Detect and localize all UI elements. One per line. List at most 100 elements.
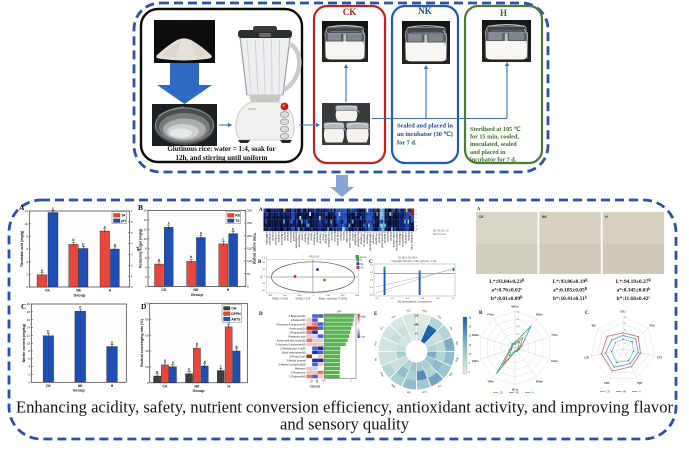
svg-text:CK: CK [163, 384, 168, 388]
svg-text:Sealed and placed in: Sealed and placed in [397, 123, 453, 130]
svg-text:a: a [204, 360, 206, 364]
svg-text:40: 40 [145, 349, 149, 353]
svg-text:for 15 min, cooled,: for 15 min, cooled, [470, 134, 519, 141]
svg-text:NK: NK [542, 215, 548, 219]
svg-text:100: 100 [143, 302, 148, 306]
svg-text:a: a [172, 361, 174, 365]
svg-text:1-Propanol(D): 1-Propanol(D) [289, 330, 305, 334]
svg-text:300: 300 [247, 209, 252, 213]
svg-text:R/Sm: R/Sm [536, 312, 543, 316]
svg-text:RS: RS [235, 214, 240, 218]
svg-text:Total sugar (mg/g): Total sugar (mg/g) [252, 233, 256, 265]
svg-text:c: c [222, 238, 224, 242]
svg-text:NK: NK [315, 380, 318, 384]
svg-text:Intercepts: R2=(0.0, 0.56), Q2: Intercepts: R2=(0.0, 0.56), Q2=(0.0, -1.… [392, 260, 437, 263]
svg-text:b: b [232, 227, 234, 231]
svg-text:60: 60 [145, 333, 149, 337]
svg-text:CK: CK [162, 288, 167, 292]
svg-text:T/Pm: T/Pm [487, 380, 494, 384]
svg-text:250: 250 [247, 221, 252, 225]
svg-text:Titratable acid (mg/g): Titratable acid (mg/g) [20, 230, 24, 267]
svg-text:Y/Tm: Y/Tm [551, 333, 558, 337]
svg-text:3-Hydroxy-2-butanone(D): 3-Hydroxy-2-butanone(D) [276, 322, 306, 326]
svg-text:OPLS-DA: OPLS-DA [309, 256, 320, 259]
svg-text:16: 16 [27, 318, 31, 322]
svg-text:D: D [259, 312, 263, 317]
svg-text:W/Cm: W/Cm [511, 305, 519, 309]
svg-text:TA: TA [121, 214, 126, 218]
svg-text:CK: CK [46, 384, 51, 388]
svg-text:DPPH: DPPH [231, 312, 241, 316]
svg-text:A: A [259, 208, 263, 213]
svg-text:b: b [47, 330, 49, 334]
svg-text:4: 4 [416, 214, 417, 216]
svg-text:c: c [104, 225, 106, 229]
svg-text:3-Methyl-1-propanol(M): 3-Methyl-1-propanol(M) [278, 363, 305, 367]
svg-text:Glutinous rice: water = 1:4, s: Glutinous rice: water = 1:4, soak for [167, 145, 275, 153]
svg-text:CZD: CZD [604, 381, 609, 385]
svg-text:Group: Group [191, 292, 204, 297]
svg-text:Ser: Ser [455, 341, 460, 346]
svg-text:Row Z-score: Row Z-score [433, 233, 447, 236]
svg-text:0: 0 [416, 222, 417, 224]
svg-text:Propanoic acid: Propanoic acid [288, 334, 306, 338]
svg-text:N/Dm: N/Dm [472, 333, 479, 337]
svg-text:6: 6 [416, 211, 417, 213]
svg-text:2-Methylbutan-1-ol(D): 2-Methylbutan-1-ol(D) [280, 346, 305, 350]
svg-text:Ellipse: Hotelling's T2 (95%): Ellipse: Hotelling's T2 (95%) [319, 298, 348, 301]
svg-text:CK: CK [607, 390, 611, 394]
svg-text:CK: CK [310, 380, 313, 384]
svg-text:12: 12 [27, 333, 31, 337]
svg-text:18: 18 [27, 310, 31, 314]
svg-text:b*:11.68±0.42c: b*:11.68±0.42c [617, 296, 651, 303]
svg-text:Group: Group [193, 388, 206, 393]
svg-text:OH: OH [231, 307, 237, 311]
svg-text:a: a [41, 269, 43, 273]
svg-text:H: H [605, 215, 608, 219]
svg-text:2-Pentyl furan: 2-Pentyl furan [289, 355, 306, 359]
svg-text:an incubator (30 ℃): an incubator (30 ℃) [397, 131, 453, 138]
svg-text:C: C [585, 311, 589, 316]
svg-text:2-Butanol(D): 2-Butanol(D) [291, 318, 306, 322]
svg-text:20: 20 [27, 302, 31, 306]
svg-text:14: 14 [27, 326, 31, 330]
svg-text:a*:0.345±0.03b: a*:0.345±0.03b [616, 287, 650, 294]
svg-text:3-Hydroxy-2-butanone(M): 3-Hydroxy-2-butanone(M) [276, 342, 306, 346]
svg-text:H: H [360, 259, 362, 262]
svg-text:2: 2 [416, 218, 417, 220]
svg-text:12: 12 [25, 209, 29, 213]
svg-text:a: a [114, 243, 116, 247]
svg-text:a: a [111, 340, 113, 344]
svg-text:b*:10.41±0.51b: b*:10.41±0.51b [553, 296, 587, 303]
svg-text:NK: NK [623, 390, 627, 394]
svg-text:Group: Group [73, 388, 86, 393]
svg-text:aicok: aicok [248, 107, 256, 111]
svg-text:NK: NK [418, 6, 432, 16]
svg-text:NK: NK [360, 263, 364, 266]
svg-text:10: 10 [25, 222, 29, 226]
svg-text:R2X[1] = 0.615: R2X[1] = 0.615 [272, 298, 289, 301]
svg-text:Acetic acid ethyl ester(D): Acetic acid ethyl ester(D) [277, 338, 306, 342]
svg-text:b: b [188, 368, 190, 372]
svg-text:-2: -2 [416, 225, 418, 227]
svg-text:G/Am: G/Am [551, 359, 559, 363]
svg-text:16: 16 [143, 209, 147, 213]
svg-text:ABTS: ABTS [231, 318, 241, 322]
svg-text:LJD: LJD [584, 355, 589, 359]
svg-text:b: b [72, 238, 74, 242]
svg-text:200 permutations 1 components: 200 permutations 1 components [397, 300, 432, 303]
svg-text:L*:93.86±0.19B: L*:93.86±0.19B [552, 278, 588, 285]
svg-text:Sterilised at 105 ℃: Sterilised at 105 ℃ [470, 126, 521, 133]
svg-text:a: a [158, 258, 160, 262]
svg-text:for 7 d.: for 7 d. [397, 140, 417, 147]
svg-text:CK: CK [45, 289, 50, 293]
svg-text:E/Km: E/Km [472, 359, 479, 363]
svg-text:b: b [190, 255, 192, 259]
svg-text:Acetic acid(D): Acetic acid(D) [289, 326, 305, 330]
svg-text:a*:0.185±0.05B: a*:0.185±0.05B [553, 287, 588, 294]
svg-text:Radical scavenging rate (%): Radical scavenging rate (%) [140, 318, 144, 367]
svg-text:3-Hydroxy-2-bu: 3-Hydroxy-2-bu [410, 231, 414, 250]
svg-text:14: 14 [143, 218, 147, 222]
svg-text:H: H [639, 390, 641, 394]
svg-text:3-Methyl butanal: 3-Methyl butanal [286, 359, 306, 363]
